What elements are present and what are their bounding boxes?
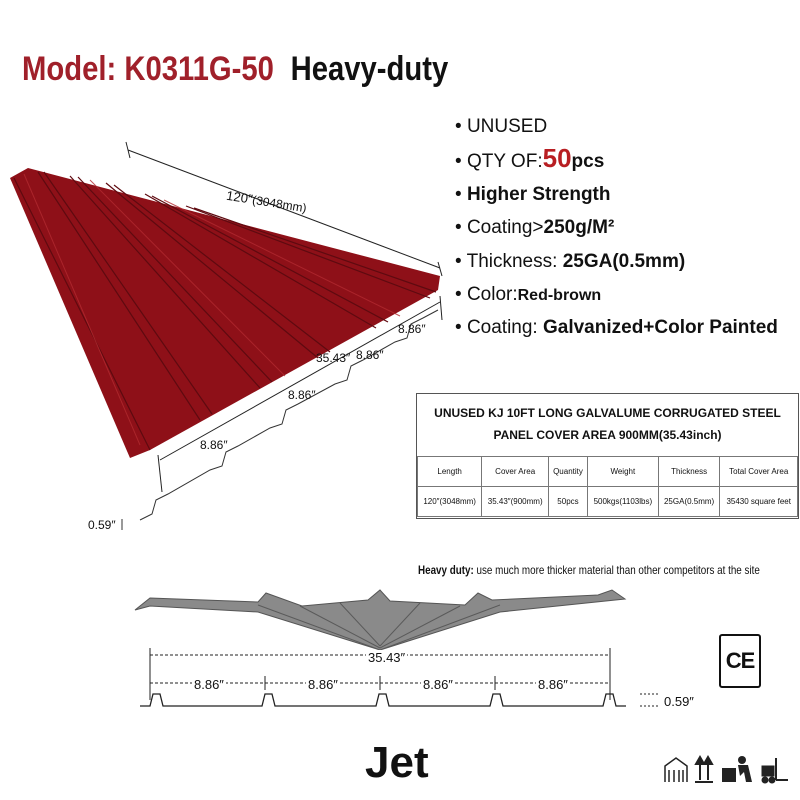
rib-height-label: 0.59″: [88, 518, 116, 532]
this-way-up-icon: [694, 754, 714, 783]
spec-value-cell: 35.43″(900mm): [481, 486, 550, 517]
fragile-handler-icon: [722, 756, 752, 782]
duty-label: Heavy-duty: [290, 50, 449, 88]
rib-spacing-dimension: [150, 676, 610, 690]
profile-spacing-label-4: 8.86″: [536, 677, 570, 692]
profile-rib-height-label: 0.59″: [664, 694, 694, 709]
spec-header-cell: Quantity: [548, 456, 588, 487]
panel-end-profile: [139, 309, 439, 521]
profile-spacing-label-1: 8.86″: [192, 677, 226, 692]
spec-table: UNUSED KJ 10FT LONG GALVALUME CORRUGATED…: [416, 393, 799, 519]
rib-spacing-label-3: 8.86″: [288, 388, 316, 402]
warehouse-icon: [664, 757, 688, 782]
spec-header-cell: Thickness: [657, 456, 721, 487]
spec-table-title: UNUSED KJ 10FT LONG GALVALUME CORRUGATED…: [434, 406, 781, 442]
profile-outline: [140, 693, 626, 707]
page-title: Model: K0311G-50 Heavy-duty: [22, 50, 448, 89]
spec-grid: Length Cover Area Quantity Weight Thickn…: [416, 456, 798, 517]
feature-coating-type: • Coating: Galvanized+Color Painted: [455, 317, 778, 338]
feature-strength: • Higher Strength: [455, 184, 611, 205]
ce-mark: CE: [719, 634, 761, 688]
profile-sheet: [134, 589, 627, 651]
model-label: Model: K0311G-50: [22, 50, 274, 88]
rib-spacing-label-1: 8.86″: [398, 322, 426, 336]
gray-profile-illustration: [134, 589, 660, 707]
length-dimension-line: [125, 141, 443, 277]
brand-name: Jet: [365, 738, 429, 787]
feature-unused: • UNUSED: [455, 116, 548, 137]
feature-coating-weight: • Coating>250g/M²: [455, 217, 615, 238]
panel-ribs: [13, 171, 437, 451]
shipping-icons: [664, 754, 788, 784]
width-dimension-line: [157, 295, 443, 493]
spec-value-cell: 50pcs: [548, 486, 588, 517]
feature-qty: • QTY OF:50pcs: [455, 143, 605, 173]
spec-value-cell: 35430 square feet: [719, 486, 798, 517]
spec-value-row: 120″(3048mm) 35.43″(900mm) 50pcs 500kgs(…: [416, 486, 798, 517]
feature-thickness: • Thickness: 25GA(0.5mm): [455, 251, 686, 272]
profile-spacing-label-3: 8.86″: [421, 677, 455, 692]
cover-width-label: 35.43″: [316, 351, 351, 365]
spec-header-cell: Length: [416, 456, 483, 487]
spec-value-cell: 500kgs(1103lbs): [586, 486, 659, 517]
forklift-icon: [761, 758, 788, 784]
profile-total-width-label: 35.43″: [366, 650, 408, 665]
red-panel-illustration: [10, 141, 443, 530]
spec-header-row: Length Cover Area Quantity Weight Thickn…: [416, 456, 798, 487]
heavy-duty-note: Heavy duty: use much more thicker materi…: [418, 563, 760, 577]
spec-value-cell: 120″(3048mm): [416, 486, 483, 517]
rib-spacing-label-4: 8.86″: [200, 438, 228, 452]
spec-header-cell: Cover Area: [481, 456, 550, 487]
rib-spacing-label-2: 8.86″: [356, 348, 384, 362]
profile-spacing-label-2: 8.86″: [306, 677, 340, 692]
feature-color: • Color:Red-brown: [455, 284, 602, 305]
